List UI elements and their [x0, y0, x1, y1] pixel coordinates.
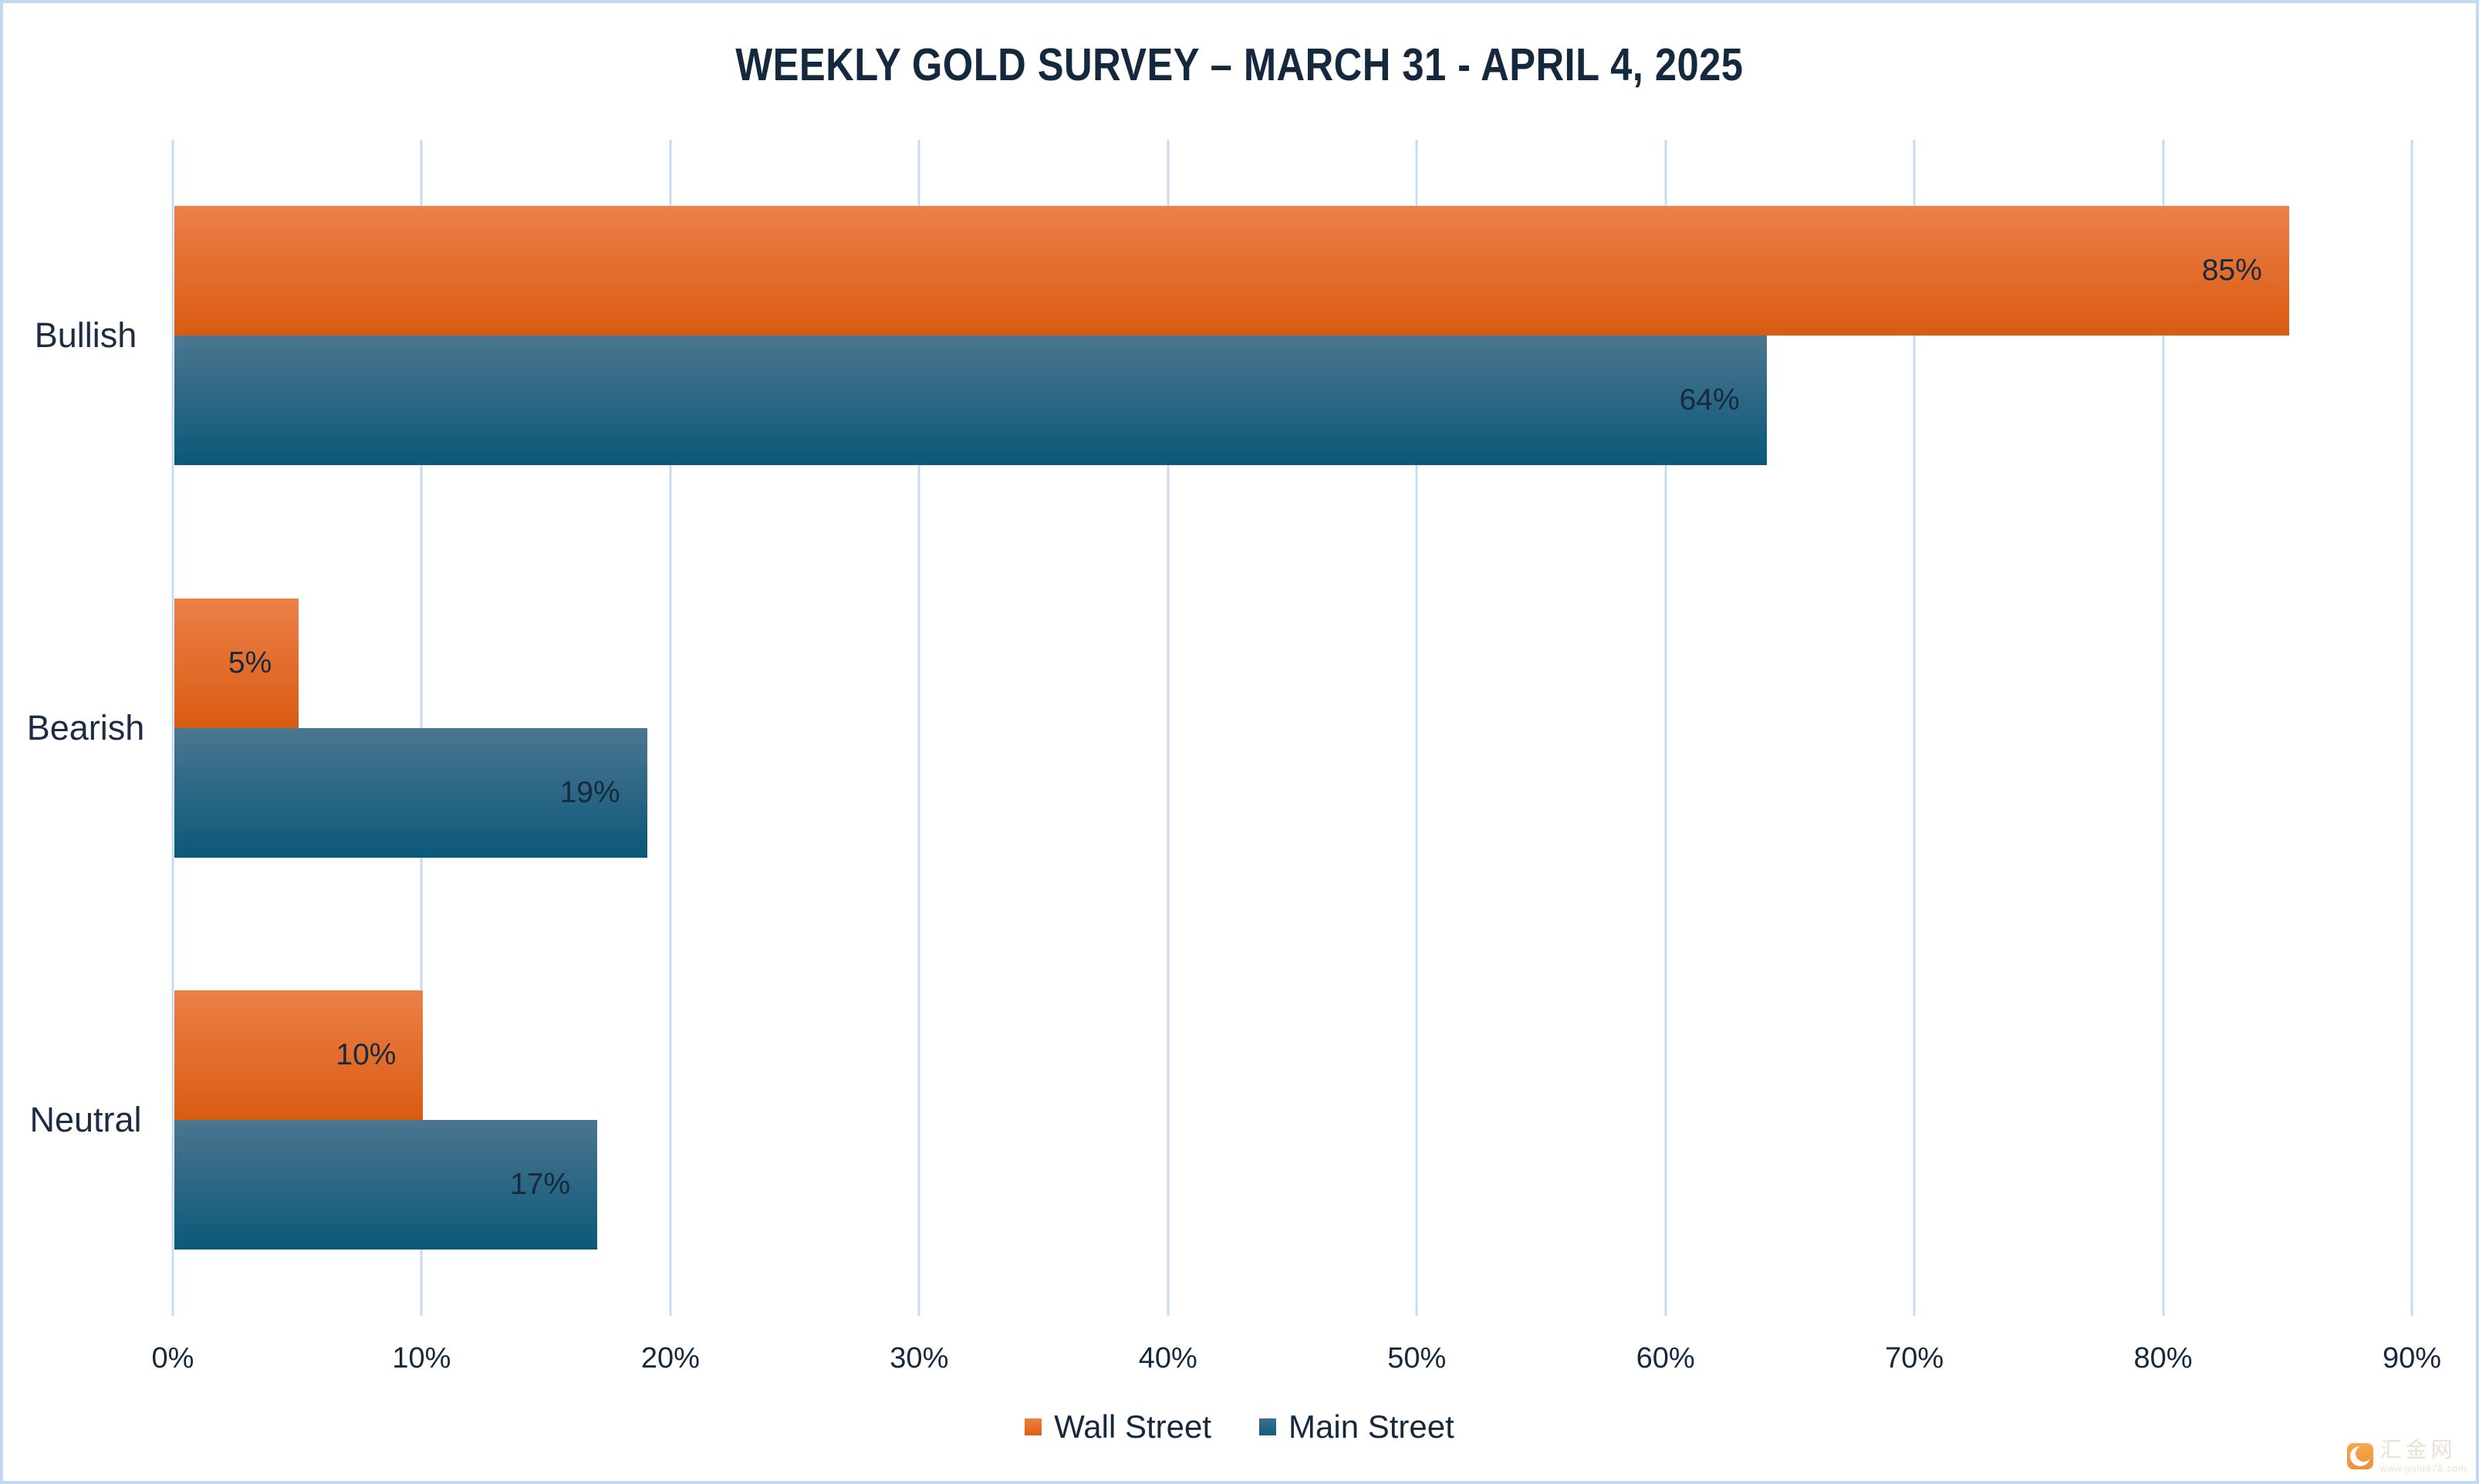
x-axis-tick-80: 80% — [2133, 1342, 2193, 1374]
bar-wall-street-bearish: 5% — [174, 598, 299, 728]
watermark-site-name: 汇金网 — [2379, 1438, 2457, 1462]
bar-value-label-main-street-neutral: 17% — [510, 1167, 571, 1201]
category-label-neutral: Neutral — [29, 1099, 142, 1139]
x-axis-tick-70: 70% — [1885, 1342, 1944, 1374]
chart-title-text: WEEKLY GOLD SURVEY – MARCH 31 - APRIL 4,… — [735, 39, 1744, 90]
gridline-60 — [1664, 140, 1667, 1316]
x-axis-tick-60: 60% — [1636, 1342, 1695, 1374]
gridline-30 — [917, 140, 920, 1316]
x-axis-tick-90: 90% — [2382, 1342, 2442, 1374]
gridline-40 — [1167, 140, 1170, 1316]
category-label-bullish: Bullish — [34, 315, 137, 356]
bar-main-street-bullish: 64% — [174, 336, 1767, 466]
chart-title: WEEKLY GOLD SURVEY – MARCH 31 - APRIL 4,… — [3, 39, 2476, 91]
bar-main-street-neutral: 17% — [174, 1119, 598, 1250]
watermark-text: 汇金网 www.gold678.com — [2379, 1438, 2467, 1474]
category-label-bearish: Bearish — [26, 707, 145, 747]
legend-swatch-wall-street — [1025, 1418, 1042, 1435]
x-axis-tick-10: 10% — [392, 1342, 451, 1374]
gridline-90 — [2410, 140, 2413, 1316]
legend-item-wall-street: Wall Street — [1025, 1408, 1211, 1445]
category-axis: Bullish Bearish Neutral — [3, 140, 168, 1316]
x-axis-tick-0: 0% — [151, 1342, 194, 1374]
legend-label-main-street: Main Street — [1288, 1408, 1454, 1445]
legend-label-wall-street: Wall Street — [1054, 1408, 1212, 1445]
bar-value-label-wall-street-bullish: 85% — [2201, 254, 2262, 288]
x-axis-tick-40: 40% — [1138, 1342, 1197, 1374]
x-axis-ticks: 0% 10% 20% 30% 40% 50% 60% 70% 80% 90% — [152, 1342, 2441, 1381]
gridline-50 — [1415, 140, 1418, 1316]
x-axis-tick-30: 30% — [890, 1342, 949, 1374]
bar-value-label-wall-street-bearish: 5% — [228, 646, 272, 680]
bar-main-street-bearish: 19% — [174, 727, 647, 858]
watermark: 汇金网 www.gold678.com — [2346, 1438, 2467, 1474]
gridline-70 — [1913, 140, 1916, 1316]
legend-item-main-street: Main Street — [1259, 1408, 1454, 1445]
legend-swatch-main-street — [1259, 1418, 1277, 1435]
x-axis-tick-20: 20% — [640, 1342, 700, 1374]
bar-value-label-main-street-bullish: 64% — [1679, 383, 1740, 417]
gridline-0 — [171, 140, 174, 1316]
bar-wall-street-bullish: 85% — [174, 206, 2289, 336]
gridline-80 — [2162, 140, 2165, 1316]
plot-area: 85% 64% 5% 19% 10% 17% — [171, 140, 2413, 1316]
bar-value-label-wall-street-neutral: 10% — [336, 1037, 397, 1071]
bar-value-label-main-street-bearish: 19% — [559, 775, 620, 809]
crescent-logo-icon — [2346, 1443, 2373, 1469]
legend: Wall Street Main Street — [3, 1408, 2476, 1445]
gridline-20 — [669, 140, 672, 1316]
x-axis-tick-50: 50% — [1387, 1342, 1447, 1374]
bar-wall-street-neutral: 10% — [174, 990, 424, 1120]
watermark-site-url: www.gold678.com — [2379, 1463, 2467, 1474]
